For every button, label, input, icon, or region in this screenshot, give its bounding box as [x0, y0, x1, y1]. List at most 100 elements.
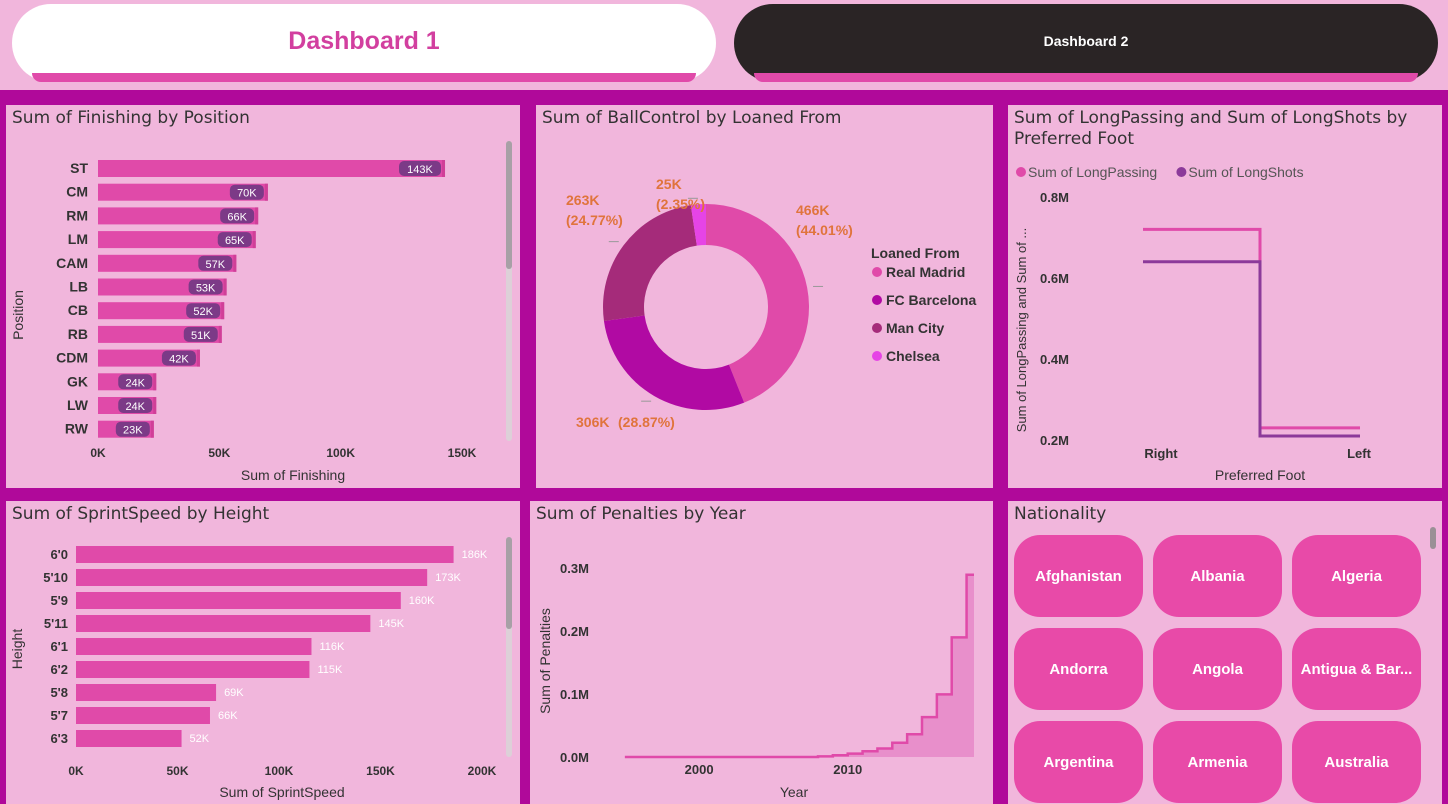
longpassing-panel[interactable]: Sum of LongPassing and Sum of LongShots …: [1008, 105, 1442, 488]
finishing-bar-cap: [153, 373, 157, 391]
finishing-bar-cap: [264, 183, 268, 201]
y-tick-label: 0.1M: [560, 687, 589, 702]
position-label: LM: [68, 231, 88, 247]
longpassing-xlabel: Preferred Foot: [1215, 467, 1305, 483]
position-label: ST: [70, 160, 88, 176]
nationality-button[interactable]: Andorra: [1014, 628, 1143, 710]
x-tick-label: 50K: [208, 446, 230, 460]
data-label: 51K: [191, 330, 211, 342]
scroll-thumb[interactable]: [1430, 527, 1436, 549]
position-label: CM: [66, 184, 88, 200]
nationality-button[interactable]: Antigua & Bar...: [1292, 628, 1421, 710]
nationality-button[interactable]: Angola: [1153, 628, 1282, 710]
data-label: 24K: [125, 377, 145, 389]
finishing-bar-cap: [233, 254, 237, 272]
sprintspeed-panel[interactable]: Sum of SprintSpeed by Height Height Sum …: [6, 501, 520, 804]
tab-dashboard-1[interactable]: Dashboard 1: [12, 4, 716, 82]
tab-dashboard-2[interactable]: Dashboard 2: [734, 4, 1438, 82]
position-label: RM: [66, 207, 88, 223]
data-label-bubble: [188, 279, 223, 295]
legend-entry: Chelsea: [886, 348, 940, 364]
sprintspeed-bar: [76, 546, 454, 563]
sprintspeed-scrollbar[interactable]: [506, 537, 512, 757]
finishing-bar-cap: [153, 397, 157, 414]
nationality-title: Nationality: [1014, 504, 1107, 524]
legend-marker: [872, 351, 882, 361]
y-tick-label: 0.4M: [1040, 352, 1069, 367]
scroll-thumb[interactable]: [506, 141, 512, 269]
data-label-percent: (44.01%): [796, 222, 853, 238]
data-label: 145K: [378, 618, 404, 630]
x-tick-label: 2010: [833, 762, 862, 777]
penalties-xlabel: Year: [780, 784, 809, 800]
tab-dashboard-1-label: Dashboard 1: [288, 26, 440, 55]
x-tick-label: 0K: [90, 446, 106, 460]
height-label: 5'9: [50, 593, 68, 608]
longpassing-chart: Preferred Foot Sum of LongPassing and Su…: [1014, 164, 1372, 483]
column-divider-2: [993, 90, 1008, 804]
height-label: 5'10: [43, 570, 68, 585]
y-tick-label: 0.6M: [1040, 271, 1069, 286]
nationality-button[interactable]: Argentina: [1014, 721, 1143, 803]
y-tick-label: 0.2M: [560, 624, 589, 639]
legend-entry: FC Barcelona: [886, 292, 976, 308]
x-tick-label: 150K: [366, 764, 395, 778]
legend-marker: [872, 267, 882, 277]
nationality-button[interactable]: Algeria: [1292, 535, 1421, 617]
penalties-ylabel: Sum of Penalties: [537, 608, 553, 714]
left-edge: [0, 90, 6, 804]
height-label: 6'1: [50, 639, 68, 654]
data-label: 173K: [435, 572, 461, 584]
finishing-bar-cap: [221, 302, 225, 320]
finishing-bar: [98, 160, 446, 177]
position-label: LB: [69, 279, 88, 295]
legend-entry: Sum of LongPassing: [1028, 164, 1157, 180]
data-label-bubble: [161, 350, 196, 366]
data-label-percent: (24.77%): [566, 212, 623, 228]
ballcontrol-panel[interactable]: Sum of BallControl by Loaned From Loaned…: [536, 105, 993, 488]
data-label: 160K: [409, 595, 435, 607]
finishing-scrollbar[interactable]: [506, 141, 512, 441]
sprintspeed-bar: [76, 684, 217, 701]
nationality-button[interactable]: Albania: [1153, 535, 1282, 617]
finishing-bar: [98, 207, 259, 225]
height-label: 6'2: [50, 662, 68, 677]
data-label-bubble: [399, 161, 442, 176]
data-label: 52K: [190, 733, 210, 745]
sprintspeed-bar: [76, 592, 401, 609]
nationality-button[interactable]: Armenia: [1153, 721, 1282, 803]
nationality-button[interactable]: Afghanistan: [1014, 535, 1143, 617]
x-tick-label: 150K: [448, 446, 477, 460]
data-label: 143K: [407, 164, 433, 176]
scroll-thumb[interactable]: [506, 537, 512, 629]
finishing-bar: [98, 231, 256, 249]
position-label: RB: [68, 326, 88, 342]
sprintspeed-xlabel: Sum of SprintSpeed: [219, 784, 344, 800]
data-label: 65K: [225, 235, 245, 247]
x-tick-label: 100K: [265, 764, 294, 778]
data-label-bubble: [115, 421, 150, 437]
y-tick-label: 0.3M: [560, 561, 589, 576]
top-divider: [0, 90, 1448, 105]
position-label: GK: [67, 373, 88, 389]
nationality-button[interactable]: Australia: [1292, 721, 1421, 803]
position-label: RW: [65, 421, 89, 437]
nationality-panel[interactable]: Nationality Afghanistan Albania Algeria And…: [1008, 501, 1442, 804]
data-label-bubble: [220, 208, 255, 224]
data-label: 23K: [123, 425, 143, 437]
height-label: 6'3: [50, 731, 68, 746]
sprintspeed-title: Sum of SprintSpeed by Height: [12, 504, 270, 524]
ballcontrol-chart: Loaned From 466K (44.01%) 306K (28.87%) 263K…: [566, 176, 976, 430]
finishing-bar-cap: [196, 349, 200, 367]
height-label: 5'7: [50, 708, 68, 723]
finishing-panel[interactable]: Sum of Finishing by Position Position Su…: [6, 105, 520, 488]
data-label: 66K: [218, 710, 238, 722]
finishing-bar: [98, 183, 268, 201]
finishing-bar-cap: [252, 231, 256, 249]
data-label-bubble: [118, 398, 153, 413]
donut-slice: [706, 204, 809, 403]
legend-entry: Man City: [886, 320, 945, 336]
nationality-scrollbar[interactable]: [1430, 525, 1436, 804]
x-tick-label: 0K: [68, 764, 84, 778]
penalties-panel[interactable]: Sum of Penalties by Year Year Sum of Pen…: [530, 501, 993, 804]
